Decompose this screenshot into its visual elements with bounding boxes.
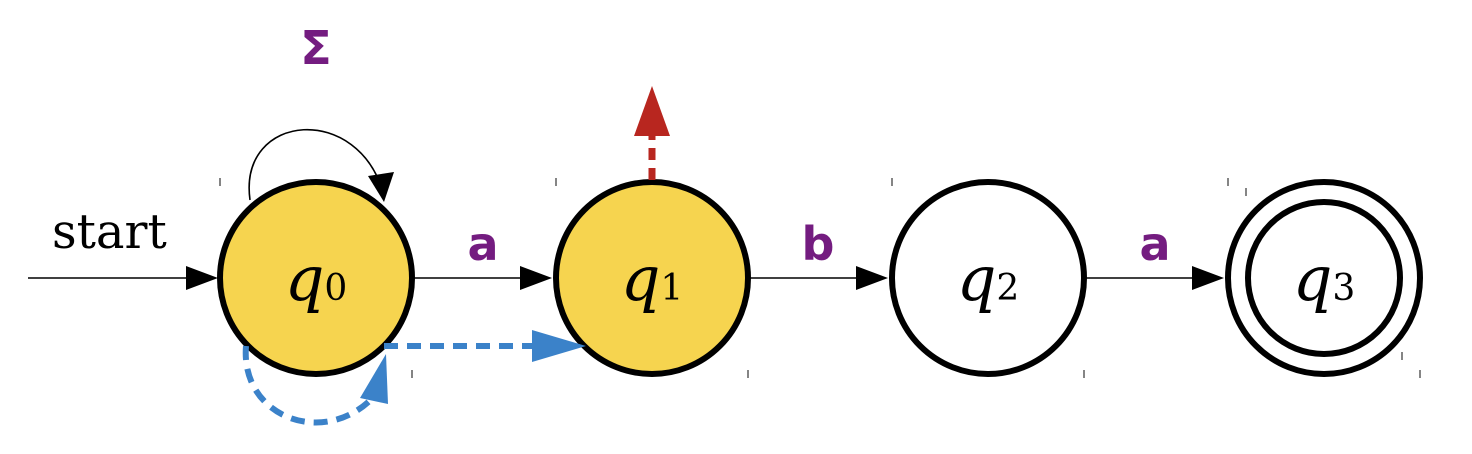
accepting-ring-q3 [1245,199,1403,357]
state-sub-q3: 3 [1332,268,1355,309]
state-q3: q3 [1225,179,1423,377]
svg-text:q3: q3 [1293,242,1356,315]
state-sub-q0: 0 [324,268,347,309]
blue-dashed-loop-arrow [242,345,388,426]
edge-label-q1-q2: b [802,217,835,271]
self-loop-q0 [248,128,394,202]
edge-label-q0-q1: a [467,217,498,271]
svg-text:q1: q1 [621,242,684,315]
red-dashed-arrow [634,86,670,180]
blue-dashed-transition-arrow [384,330,586,362]
self-loop-label: Σ [300,21,331,75]
edge-label-q2-q3: a [1139,217,1170,271]
start-label: start [52,204,167,260]
state-name-q2: q [957,242,997,315]
edge-q0-q1 [412,266,552,290]
start-arrow [28,266,218,290]
edge-q1-q2 [748,266,888,290]
state-name-q3: q [1293,242,1333,315]
svg-text:q0: q0 [285,242,348,315]
state-sub-q1: 1 [660,268,683,309]
state-q0: q0 [217,179,415,377]
edge-q2-q3 [1084,266,1224,290]
state-sub-q2: 2 [996,268,1019,309]
state-name-q0: q [285,242,325,315]
corner-ticks [219,178,1421,378]
svg-text:q2: q2 [957,242,1020,315]
state-q1: q1 [553,179,751,377]
state-q2: q2 [889,179,1087,377]
state-name-q1: q [621,242,661,315]
